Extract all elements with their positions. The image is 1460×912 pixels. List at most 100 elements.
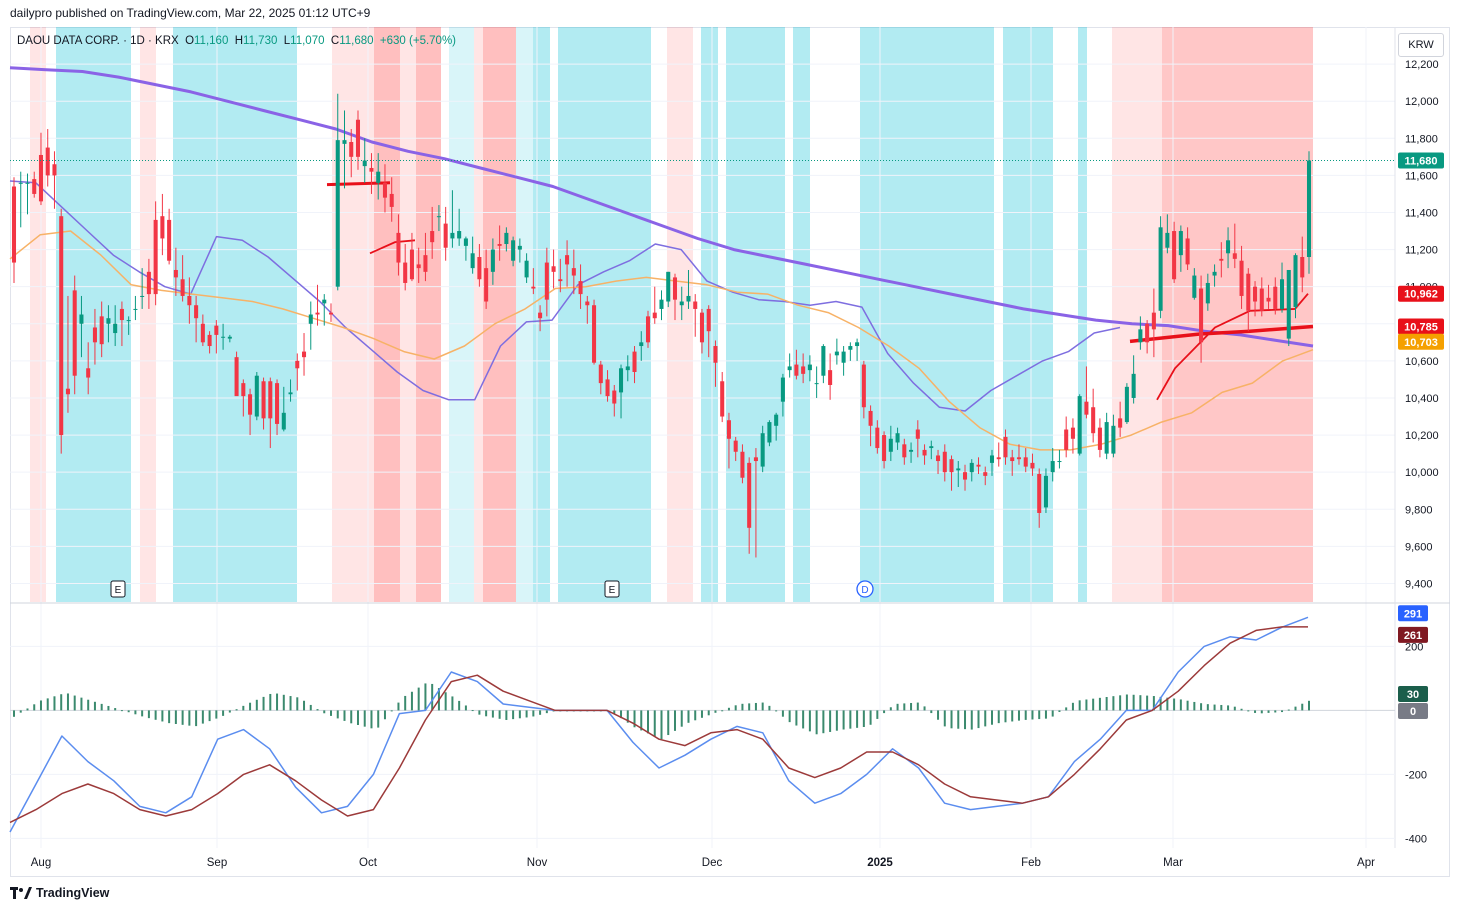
macd-hist-bar [1058,710,1061,712]
macd-hist-bar [181,710,184,725]
candle-body [989,455,995,463]
shade-band-7 [416,27,441,602]
candle-body [315,312,320,315]
macd-hist-bar [424,683,427,711]
macd-hist-bar [862,710,865,727]
close-value: 11,680 [339,35,374,47]
candle-body [160,216,165,239]
candle-body [855,342,860,347]
candle-body [72,290,77,376]
macd-hist-bar [761,702,764,711]
macd-hist-bar [168,710,171,724]
candle-body [578,281,583,295]
macd-hist-bar [1301,703,1304,711]
candle-body [645,316,651,343]
currency-button[interactable]: KRW [1398,33,1444,57]
macd-hist-bar [363,710,366,727]
macd-tick-label: 200 [1405,641,1423,653]
macd-hist-bar [13,710,15,717]
candle-body [288,392,293,395]
candle-body [1016,457,1021,460]
candle-body [929,446,934,449]
candle-body [369,167,374,172]
candle-body [302,351,307,358]
macd-hist-bar [680,710,683,727]
macd-hist-bar [1152,696,1155,711]
macd-hist-bar [377,710,380,728]
macd-hist-bar [46,698,49,711]
candle-body [632,351,637,372]
candle-body [1185,238,1190,265]
footer-brand[interactable]: TradingView [10,886,109,900]
candle-body [1111,425,1116,454]
macd-hist-bar [1004,710,1007,723]
macd-hist-bar [647,710,650,734]
shade-band-14 [558,27,651,602]
macd-hist-bar [330,710,333,716]
chart-frame[interactable] [10,27,1450,877]
macd-hist-bar [1240,708,1243,711]
candle-body [248,394,253,415]
candle-body [875,427,880,449]
macd-line [9,616,1309,833]
macd-hist-bar [795,710,798,726]
candle-body [32,179,37,194]
dividend-marker-icon [856,580,874,598]
macd-hist-bar [923,706,926,711]
macd-value-badge [1398,626,1428,643]
candle-body [888,438,893,452]
candle-body [814,383,819,385]
candle-body [450,232,455,239]
macd-hist-bar [815,710,818,735]
macd-value-text: 261 [1404,630,1422,642]
candle-body [146,271,151,295]
candle-body [261,381,266,419]
macd-hist-bar [903,703,906,711]
macd-hist-bar [350,710,353,724]
macd-hist-bar [60,694,63,711]
candle-body [699,312,704,343]
macd-hist-bar [107,705,110,711]
macd-hist-bar [1308,700,1310,711]
candle-body [52,164,57,176]
candle-body [976,464,981,467]
price-tick-label: 11,800 [1405,133,1438,145]
macd-hist-bar [276,693,279,711]
candle-body [25,182,30,184]
macd-value-text: 0 [1410,706,1416,718]
symbol-title[interactable]: DAOU DATA CORP. · 1D · KRX [17,35,179,47]
candle-body [720,381,725,417]
candle-body [1091,407,1096,434]
time-tick-label: Dec [702,857,723,869]
candle-body [497,244,502,246]
candle-body [140,295,145,297]
candle-body [787,366,792,371]
candle-body [1138,329,1143,343]
price-label-badge [1398,152,1444,169]
price-tick-label: 11,200 [1405,245,1438,257]
candle-body [65,388,70,395]
macd-hist-bar [950,710,953,729]
macd-hist-bar [242,705,245,711]
event-marker-label: D [861,585,868,596]
macd-hist-bar [498,710,501,719]
macd-hist-bar [1260,710,1263,714]
candle-body [915,429,920,439]
candle-body [126,320,131,322]
macd-hist-bar [188,710,191,726]
shade-band-15 [667,27,693,602]
candle-body [355,119,361,157]
macd-hist-bar [309,704,312,711]
event-marker-label: E [609,585,616,596]
macd-hist-bar [471,710,474,712]
candle-body [1023,457,1028,467]
candle-body [753,457,758,462]
price-tick-label: 9,400 [1405,578,1433,590]
macd-hist-bar [512,710,515,720]
macd-hist-bar [255,699,258,711]
price-tick-label: 12,000 [1405,96,1439,108]
candle-body [882,435,887,462]
candle-body [517,245,522,250]
candle-body [1131,373,1136,398]
